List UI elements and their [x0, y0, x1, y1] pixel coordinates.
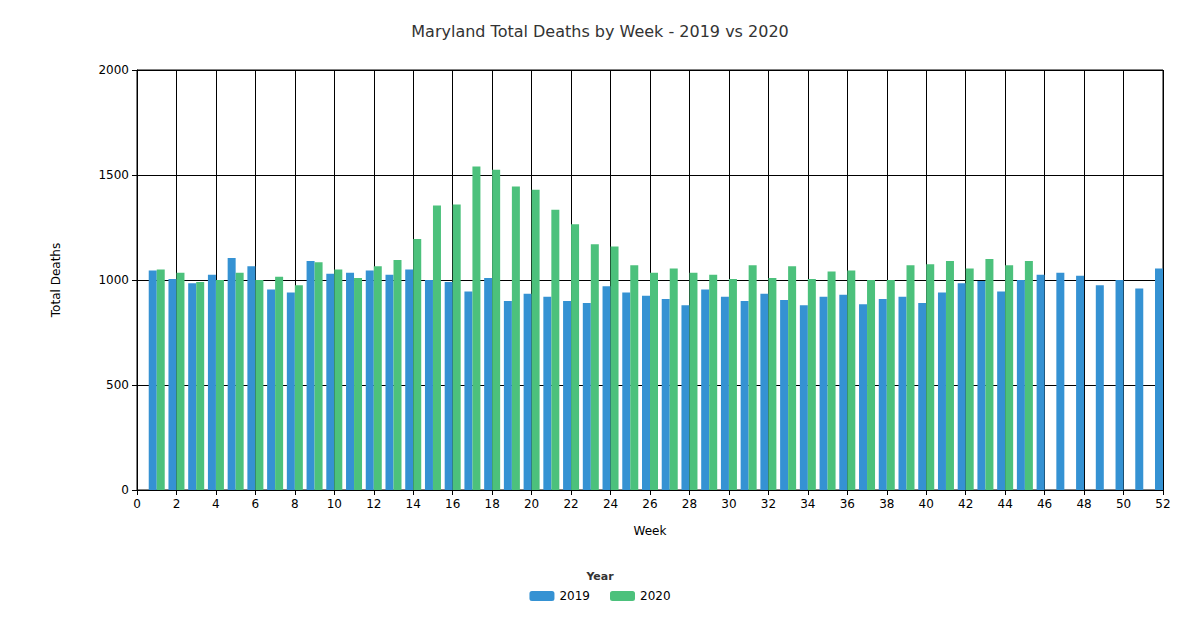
svg-text:30: 30: [721, 497, 736, 511]
svg-text:2019: 2019: [559, 589, 590, 603]
svg-text:20: 20: [524, 497, 539, 511]
svg-text:32: 32: [761, 497, 776, 511]
svg-text:36: 36: [840, 497, 855, 511]
svg-text:8: 8: [291, 497, 299, 511]
svg-text:Week: Week: [634, 524, 667, 538]
svg-text:2000: 2000: [98, 63, 129, 77]
svg-text:46: 46: [1037, 497, 1052, 511]
svg-text:38: 38: [879, 497, 894, 511]
svg-text:48: 48: [1076, 497, 1091, 511]
svg-text:Maryland Total Deaths by Week: Maryland Total Deaths by Week - 2019 vs …: [411, 22, 788, 41]
svg-text:Year: Year: [585, 570, 614, 583]
svg-text:42: 42: [958, 497, 973, 511]
svg-text:22: 22: [563, 497, 578, 511]
svg-text:34: 34: [800, 497, 815, 511]
svg-text:0: 0: [133, 497, 141, 511]
svg-text:16: 16: [445, 497, 460, 511]
svg-text:18: 18: [485, 497, 500, 511]
svg-text:28: 28: [682, 497, 697, 511]
svg-text:Total Deaths: Total Deaths: [49, 243, 63, 318]
svg-text:0: 0: [121, 483, 129, 497]
svg-text:40: 40: [919, 497, 934, 511]
svg-text:2020: 2020: [640, 589, 671, 603]
svg-text:500: 500: [106, 378, 129, 392]
svg-text:1000: 1000: [98, 273, 129, 287]
svg-text:14: 14: [406, 497, 421, 511]
svg-text:24: 24: [603, 497, 618, 511]
svg-text:50: 50: [1116, 497, 1131, 511]
svg-text:6: 6: [252, 497, 260, 511]
svg-text:1500: 1500: [98, 168, 129, 182]
svg-text:10: 10: [327, 497, 342, 511]
svg-text:2: 2: [173, 497, 181, 511]
svg-text:26: 26: [642, 497, 657, 511]
svg-text:4: 4: [212, 497, 220, 511]
svg-text:52: 52: [1155, 497, 1170, 511]
svg-text:44: 44: [998, 497, 1013, 511]
svg-text:12: 12: [366, 497, 381, 511]
